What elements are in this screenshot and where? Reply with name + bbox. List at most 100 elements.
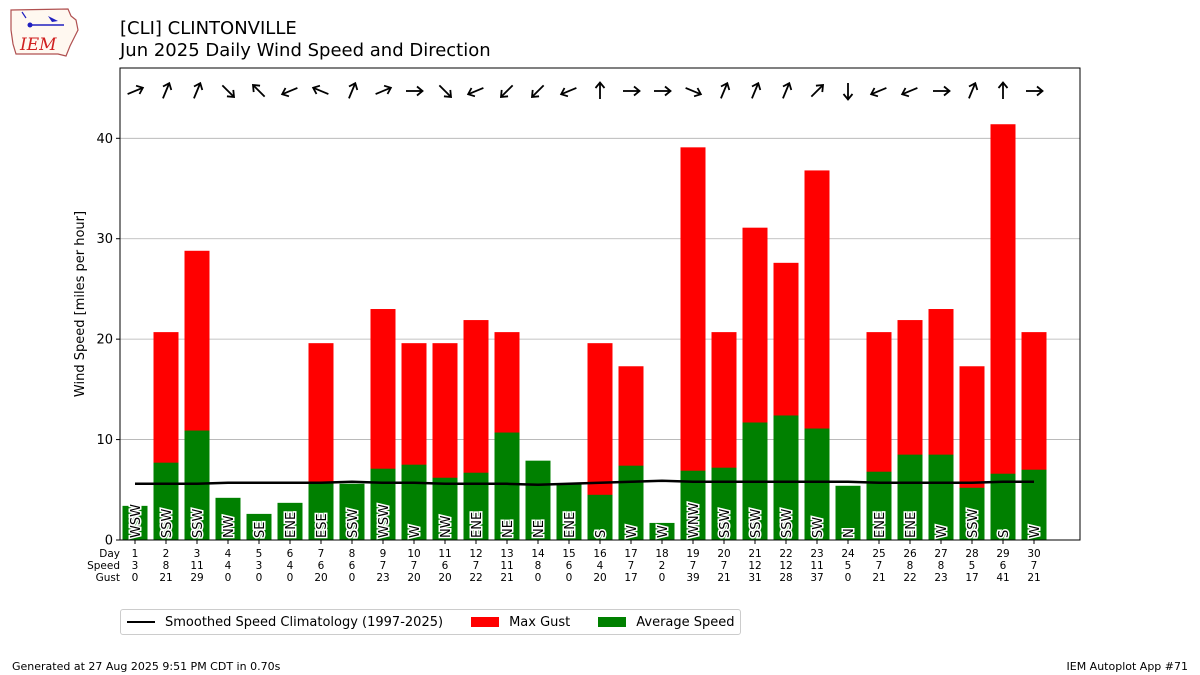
arrow-head <box>193 81 204 91</box>
climatology-line <box>135 479 1034 487</box>
day-label: 22 <box>779 548 792 560</box>
speed-label: 8 <box>163 560 170 572</box>
day-label: 24 <box>841 548 855 560</box>
direction-label: NE <box>532 520 547 538</box>
gust-label: 39 <box>686 572 699 584</box>
day-label: 15 <box>562 548 575 560</box>
direction-label: W <box>1028 525 1043 538</box>
gust-label: 20 <box>438 572 451 584</box>
speed-label: 3 <box>256 560 263 572</box>
direction-label: WSW <box>129 504 144 538</box>
iem-logo: IEM <box>8 6 80 60</box>
speed-label: 7 <box>473 560 480 572</box>
wind-direction-arrow <box>559 87 577 98</box>
legend-swatch-average-speed <box>598 617 627 627</box>
day-label: 27 <box>934 548 947 560</box>
direction-label: NW <box>222 515 237 538</box>
arrow-shaft <box>313 87 329 95</box>
y-axis-label: Wind Speed [miles per hour] <box>73 211 88 397</box>
gust-label: 28 <box>779 572 792 584</box>
gust-label: 22 <box>469 572 482 584</box>
gust-label: 20 <box>314 572 327 584</box>
direction-label: SSW <box>346 508 361 538</box>
speed-bar <box>246 513 272 540</box>
day-label: 30 <box>1027 548 1040 560</box>
speed-label: 5 <box>845 560 852 572</box>
speed-label: 7 <box>628 560 635 572</box>
arrow-shaft <box>252 84 266 98</box>
wind-direction-arrow <box>499 84 514 99</box>
arrow-shaft <box>221 84 235 98</box>
speed-bar <box>122 505 148 540</box>
direction-label: ENE <box>904 512 919 538</box>
speed-label: 7 <box>721 560 728 572</box>
wind-direction-arrow <box>348 81 359 99</box>
day-label: 1 <box>132 548 139 560</box>
speed-label: 7 <box>876 560 883 572</box>
day-label: 17 <box>624 548 637 560</box>
day-label: 2 <box>163 548 170 560</box>
legend-label-climatology: Smoothed Speed Climatology (1997-2025) <box>165 614 444 630</box>
arrow-shaft <box>685 87 701 95</box>
speed-bar <box>308 481 334 540</box>
speed-label: 11 <box>810 560 823 572</box>
direction-label: SSW <box>160 508 175 538</box>
arrow-head <box>943 85 951 97</box>
gust-label: 0 <box>659 572 666 584</box>
speed-label: 4 <box>287 560 294 572</box>
legend: Smoothed Speed Climatology (1997-2025) M… <box>120 609 741 635</box>
day-label: 4 <box>225 548 232 560</box>
legend-swatch-max-gust <box>471 617 500 627</box>
speed-bar <box>215 497 241 540</box>
gust-label: 41 <box>996 572 1009 584</box>
gust-label: 17 <box>965 572 978 584</box>
chart-title-subtitle: Jun 2025 Daily Wind Speed and Direction <box>120 40 491 61</box>
arrow-head <box>664 85 672 97</box>
wind-direction-arrow <box>280 87 298 98</box>
day-label: 21 <box>748 548 761 560</box>
gust-label: 0 <box>535 572 542 584</box>
speed-label: 11 <box>500 560 513 572</box>
gust-label: 0 <box>256 572 263 584</box>
arrow-head <box>383 84 393 95</box>
wind-direction-arrow <box>869 87 887 98</box>
arrow-head <box>997 81 1009 89</box>
speed-label: 7 <box>690 560 697 572</box>
speed-label: 6 <box>318 560 325 572</box>
gust-label: 20 <box>407 572 420 584</box>
arrow-shaft <box>375 87 391 95</box>
arrow-head <box>311 84 321 95</box>
gust-label: 21 <box>1027 572 1040 584</box>
gust-label: 21 <box>872 572 885 584</box>
arrow-shaft <box>282 87 298 95</box>
speed-label: 2 <box>659 560 666 572</box>
arrow-shaft <box>348 83 356 99</box>
gust-label: 0 <box>845 572 852 584</box>
gust-label: 29 <box>190 572 203 584</box>
legend-item-average-speed: Average Speed <box>598 615 735 630</box>
speed-label: 3 <box>132 560 139 572</box>
direction-label: ENE <box>873 512 888 538</box>
gust-label: 21 <box>159 572 172 584</box>
speed-bar <box>618 465 644 540</box>
arrow-shaft <box>810 84 824 98</box>
y-tick-label: 40 <box>96 132 113 147</box>
day-label: 23 <box>810 548 823 560</box>
arrow-head <box>499 89 509 99</box>
arrow-head <box>815 83 825 93</box>
day-label: 26 <box>903 548 917 560</box>
wind-direction-arrow <box>842 83 854 101</box>
y-tick-label: 30 <box>96 232 113 247</box>
legend-swatch-climatology <box>127 621 155 623</box>
direction-label: SSW <box>780 508 795 538</box>
speed-bar <box>587 494 613 540</box>
arrow-head <box>594 81 606 89</box>
wind-direction-arrow <box>162 81 173 99</box>
speed-label: 4 <box>225 560 232 572</box>
direction-label: SW <box>811 517 826 538</box>
day-label: 3 <box>194 548 201 560</box>
speed-bar <box>990 473 1016 540</box>
wind-direction-arrow <box>375 84 393 95</box>
day-label: 9 <box>380 548 387 560</box>
arrow-head <box>251 83 261 93</box>
